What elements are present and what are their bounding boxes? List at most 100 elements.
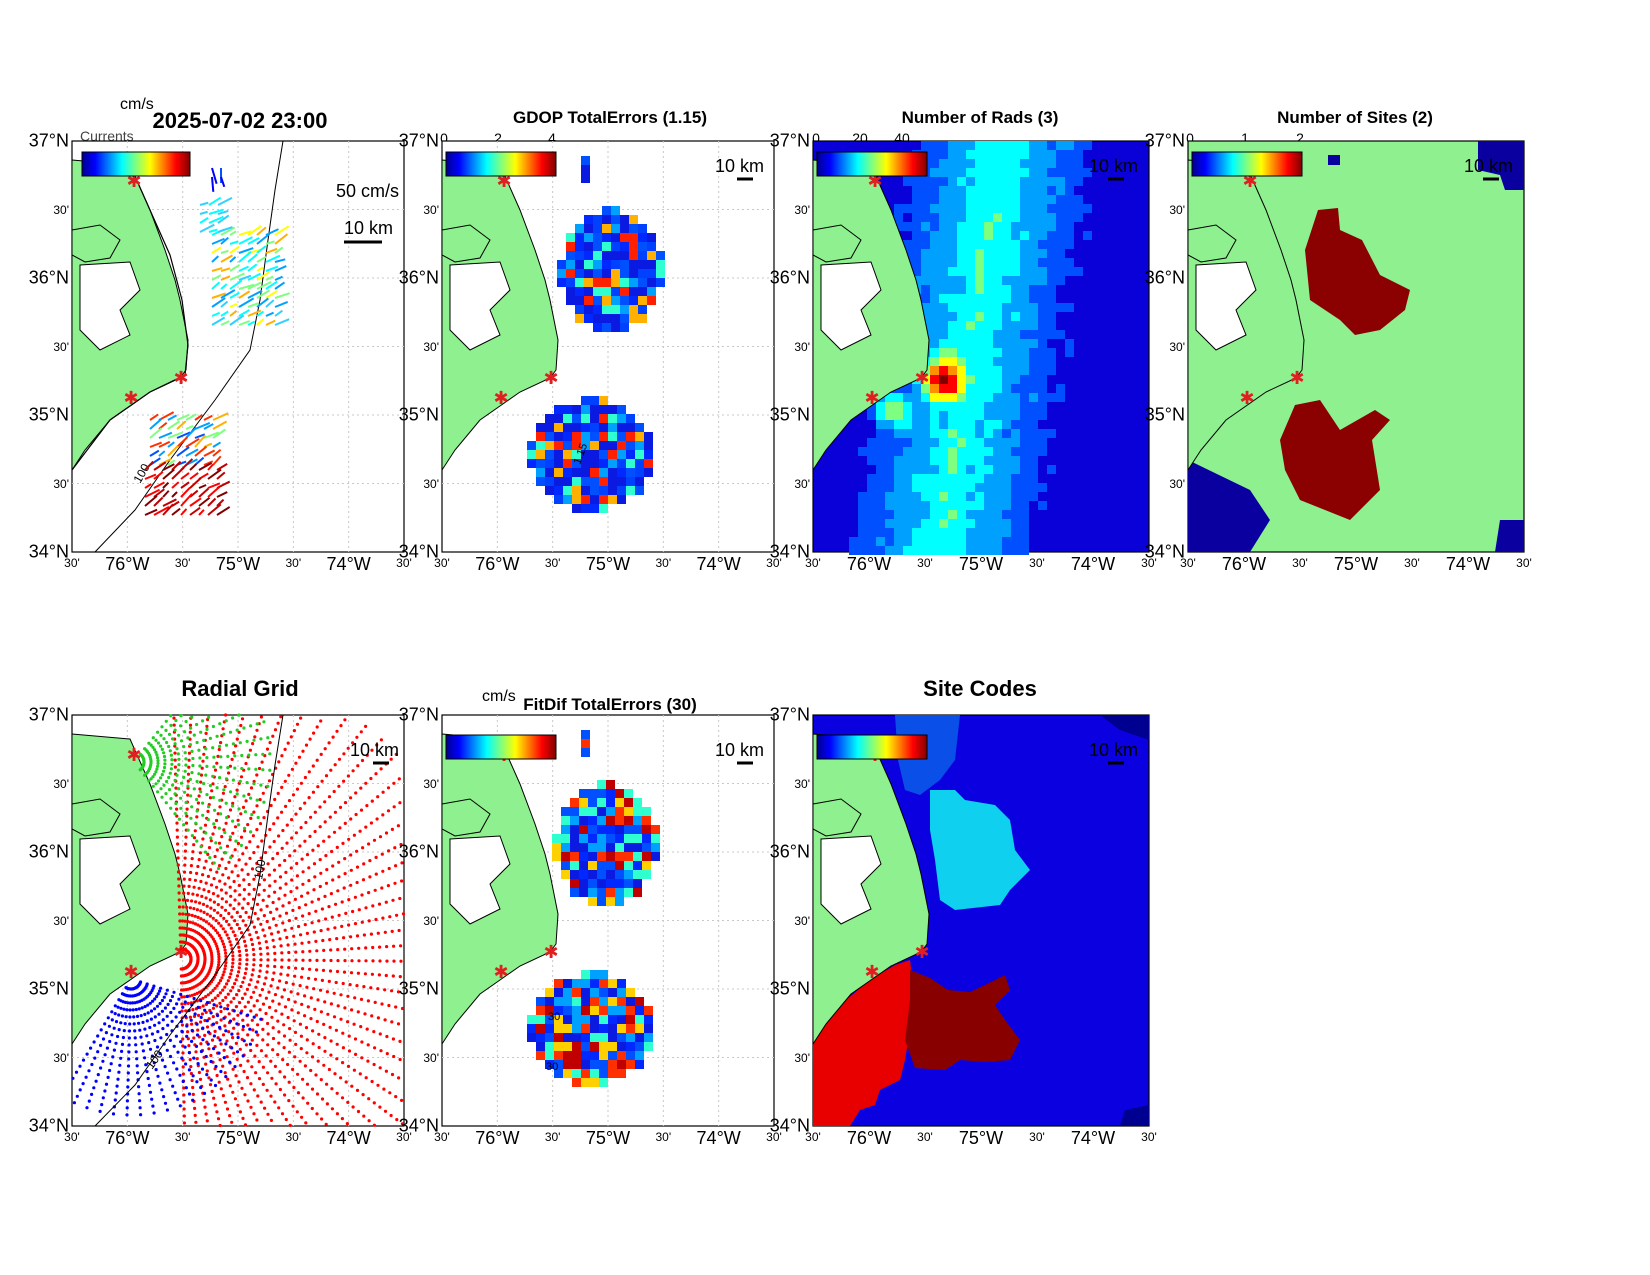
grid-cell (1020, 537, 1029, 546)
radial-grid-point (378, 1032, 382, 1036)
grid-cell (638, 224, 647, 233)
grid-cell (939, 393, 948, 402)
grid-cell (1020, 312, 1029, 321)
grid-cell (1029, 483, 1038, 492)
grid-cell (966, 249, 975, 258)
grid-cell (912, 447, 921, 456)
grid-cell (984, 204, 993, 213)
site-marker: ✱ (123, 388, 138, 408)
grid-cell (939, 546, 948, 555)
radial-grid-point (360, 1040, 364, 1044)
radial-grid-point (226, 979, 230, 983)
lat-tick-label: 34°N (769, 541, 810, 562)
radial-grid-point (217, 841, 222, 845)
current-vector (207, 486, 221, 498)
grid-cell (921, 249, 930, 258)
radial-grid-point (219, 741, 223, 745)
grid-cell (575, 251, 584, 260)
radial-grid-point (287, 950, 291, 955)
grid-cell (930, 348, 939, 357)
radial-grid-point (199, 909, 203, 913)
radial-grid-point (360, 920, 364, 924)
radial-grid-point (320, 978, 324, 983)
grid-cell (885, 474, 894, 483)
radial-grid-point (278, 979, 282, 983)
grid-cell (984, 150, 993, 159)
radial-grid-point (187, 751, 191, 755)
lon-tick-label: 75°W (958, 554, 1004, 574)
radial-grid-point (238, 893, 242, 897)
grid-cell (1029, 168, 1038, 177)
radial-grid-point (219, 936, 223, 940)
radial-grid-point (388, 915, 392, 919)
radial-grid-point (310, 1055, 315, 1059)
radial-grid-point (176, 842, 180, 846)
grid-cell (1038, 222, 1047, 231)
radial-grid-point (333, 926, 337, 930)
radial-grid-point (277, 1041, 281, 1045)
current-vector (180, 472, 190, 480)
grid-cell (912, 267, 921, 276)
current-vector (220, 226, 236, 236)
grid-cell (903, 420, 912, 429)
radial-grid-point (309, 1068, 313, 1073)
radial-grid-point (305, 985, 309, 989)
radial-grid-point (204, 881, 208, 885)
current-vector (238, 230, 252, 236)
radial-grid-point (208, 796, 213, 800)
grid-cell (966, 456, 975, 465)
radial-grid-point (340, 1117, 344, 1121)
grid-cell (858, 447, 867, 456)
current-vector (216, 506, 231, 516)
grid-cell (975, 159, 984, 168)
sound-water (79, 835, 141, 925)
grid-cell (554, 459, 563, 468)
current-vector (256, 226, 267, 236)
current-vector (199, 223, 215, 233)
grid-cell (1002, 258, 1011, 267)
grid-cell (912, 204, 921, 213)
radial-grid-point (230, 915, 234, 919)
current-vector (256, 271, 270, 281)
grid-cell (876, 420, 885, 429)
current-vector (149, 413, 159, 421)
grid-cell (611, 206, 620, 215)
grid-cell (1002, 357, 1011, 366)
radial-grid-point (301, 958, 305, 962)
grid-cell (993, 483, 1002, 492)
grid-cell (581, 477, 590, 486)
grid-cell (876, 519, 885, 528)
lon-tick-label: 30' (1404, 556, 1420, 570)
grid-cell (629, 233, 638, 242)
grid-cell (1074, 213, 1083, 222)
current-vector (144, 473, 157, 480)
grid-cell (912, 186, 921, 195)
grid-cell (993, 321, 1002, 330)
grid-cell (1047, 141, 1056, 150)
radial-grid-point (228, 975, 232, 979)
grid-cell (984, 267, 993, 276)
current-vector (238, 250, 252, 263)
grid-cell (1011, 186, 1020, 195)
grid-cell (957, 186, 966, 195)
grid-cell (1011, 276, 1020, 285)
grid-cell (545, 450, 554, 459)
grid-cell (536, 477, 545, 486)
radial-grid-point (232, 907, 236, 911)
radial-grid-point (218, 879, 222, 883)
radial-grid-point (342, 779, 346, 783)
grid-cell (930, 159, 939, 168)
grid-cell (602, 314, 611, 323)
radial-grid-point (303, 1064, 307, 1068)
grid-cell (957, 222, 966, 231)
radial-grid-point (203, 823, 208, 827)
grid-cell (1038, 231, 1047, 240)
radial-grid-point (243, 992, 247, 996)
grid-cell (939, 294, 948, 303)
lat-tick-label: 30' (1169, 476, 1185, 491)
radial-grid-point (313, 1007, 317, 1012)
grid-cell (1011, 429, 1020, 438)
lon-tick-label: 30' (544, 1130, 561, 1144)
grid-cell (930, 231, 939, 240)
lat-tick-label: 30' (53, 776, 69, 791)
